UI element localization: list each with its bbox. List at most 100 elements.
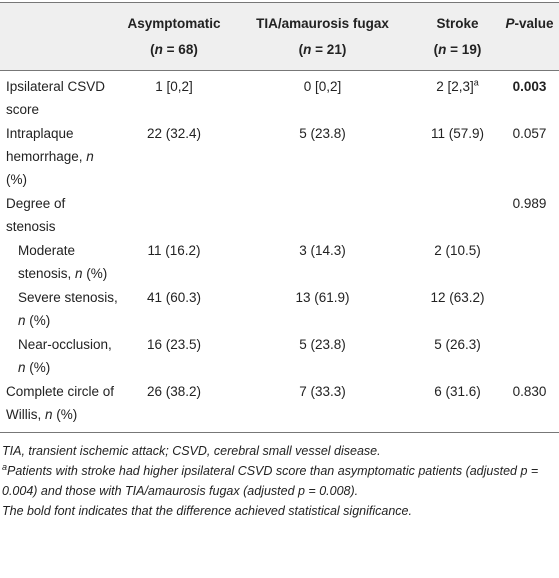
table-cell: 0.830	[500, 380, 559, 433]
text-run: Moderate stenosis,	[18, 243, 76, 281]
text-run: 13 (61.9)	[295, 290, 350, 305]
text-run: Degree of stenosis	[6, 196, 66, 234]
table-cell: 11 (57.9)	[415, 122, 500, 192]
row-label: Severe stenosis, n (%)	[0, 286, 118, 333]
text-run: (%)	[52, 407, 78, 422]
italic-run: n	[86, 149, 94, 164]
text-run: Patients with stroke had higher ipsilate…	[2, 464, 539, 498]
text-run: (	[298, 42, 304, 57]
text-run: = 19)	[446, 42, 482, 57]
text-run: (%)	[82, 266, 108, 281]
italic-run: P	[505, 16, 515, 31]
text-run: TIA, transient ischemic attack; CSVD, ce…	[2, 444, 381, 458]
text-run: -value	[514, 16, 554, 31]
text-run: 11 (16.2)	[147, 243, 201, 258]
table-row: Moderate stenosis, n (%) 11 (16.2) 3 (14.3…	[0, 239, 559, 286]
table-body: Ipsilateral CSVD score 1 [0,2] 0 [0,2] 2 [2…	[0, 71, 559, 433]
text-run: 22 (32.4)	[146, 126, 202, 141]
table-cell: 16 (23.5)	[118, 333, 230, 380]
text-run: (	[433, 42, 439, 57]
row-label: Ipsilateral CSVD score	[0, 71, 118, 123]
text-run: 26 (38.2)	[146, 384, 202, 399]
table-cell: 0.989	[500, 192, 559, 239]
text-run: 5 (23.8)	[299, 337, 346, 352]
text-run: = 21)	[311, 42, 347, 57]
table-cell: 22 (32.4)	[118, 122, 230, 192]
table-cell: 1 [0,2]	[118, 71, 230, 123]
header-title: Asymptomatic	[127, 16, 221, 31]
row-label: Near-occlusion, n (%)	[0, 333, 118, 380]
italic-run: n	[438, 42, 447, 57]
footnotes: TIA, transient ischemic attack; CSVD, ce…	[0, 433, 559, 521]
header-cell: TIA/amaurosis fugax (n = 21)	[230, 3, 415, 71]
table-row: Intraplaque hemorrhage, n (%) 22 (32.4) 5 …	[0, 122, 559, 192]
footnote: TIA, transient ischemic attack; CSVD, ce…	[2, 441, 555, 461]
table-header: Asymptomatic (n = 68) TIA/amaurosis fugax(…	[0, 2, 559, 71]
header-cell	[0, 3, 118, 71]
table-row: Ipsilateral CSVD score 1 [0,2] 0 [0,2] 2 [2…	[0, 71, 559, 123]
text-run: 12 (63.2)	[430, 290, 485, 305]
table-cell: 5 (23.8)	[230, 333, 415, 380]
sup-run: a	[473, 77, 479, 88]
header-cell: P-value	[500, 3, 559, 71]
text-run: 3 (14.3)	[299, 243, 346, 258]
text-run: (%)	[25, 360, 51, 375]
text-run: 0.057	[512, 126, 547, 141]
table-cell: 3 (14.3)	[230, 239, 415, 286]
text-run: The bold font indicates that the differe…	[2, 504, 412, 518]
table-cell	[500, 239, 559, 286]
italic-run: n	[75, 266, 83, 281]
text-run: Ipsilateral CSVD score	[6, 79, 106, 117]
table-cell: 2 (10.5)	[415, 239, 500, 286]
sup-run: a	[2, 461, 8, 472]
table-cell: 2 [2,3]a	[415, 71, 500, 123]
italic-run: n	[18, 313, 26, 328]
text-run: Near-occlusion,	[18, 337, 112, 352]
text-run: 0.989	[512, 196, 547, 211]
row-label: Degree of stenosis	[0, 192, 118, 239]
text-run: (	[150, 42, 155, 57]
text-run: Severe stenosis,	[18, 290, 118, 305]
row-label: Moderate stenosis, n (%)	[0, 239, 118, 286]
table-cell: 0 [0,2]	[230, 71, 415, 123]
row-label: Complete circle of Willis, n (%)	[0, 380, 118, 433]
table-cell: 13 (61.9)	[230, 286, 415, 333]
italic-run: n	[303, 42, 312, 57]
text-run: 5 (26.3)	[434, 337, 481, 352]
row-label: Intraplaque hemorrhage, n (%)	[0, 122, 118, 192]
text-run: = 68)	[162, 42, 198, 57]
table-cell: 6 (31.6)	[415, 380, 500, 433]
table-row: Degree of stenosis 0.989	[0, 192, 559, 239]
table-cell: 41 (60.3)	[118, 286, 230, 333]
header-title: Stroke	[436, 16, 479, 31]
table-cell	[415, 192, 500, 239]
header-cell: Asymptomatic (n = 68)	[118, 3, 230, 71]
header-row: Asymptomatic (n = 68) TIA/amaurosis fugax(…	[0, 2, 559, 71]
header-n: (n = 68)	[118, 37, 230, 63]
table-cell: 7 (33.3)	[230, 380, 415, 433]
header-cell: Stroke (n = 19)	[415, 3, 500, 71]
table-row: Severe stenosis, n (%) 41 (60.3) 13 (61.9)…	[0, 286, 559, 333]
data-table: Asymptomatic (n = 68) TIA/amaurosis fugax(…	[0, 2, 559, 433]
table-cell: 26 (38.2)	[118, 380, 230, 433]
text-run: 41 (60.3)	[146, 290, 202, 305]
text-run: 5 (23.8)	[299, 126, 346, 141]
text-run: (%)	[6, 172, 27, 187]
footnote: aPatients with stroke had higher ipsilat…	[2, 461, 555, 501]
table-cell	[118, 192, 230, 239]
header-n: (n = 19)	[415, 37, 500, 63]
table-cell: 5 (26.3)	[415, 333, 500, 380]
table-cell: 12 (63.2)	[415, 286, 500, 333]
table-row: Near-occlusion, n (%) 16 (23.5) 5 (23.8) 5 …	[0, 333, 559, 380]
table-cell	[230, 192, 415, 239]
text-run: (%)	[25, 313, 51, 328]
header-title: TIA/amaurosis fugax	[256, 16, 389, 31]
table-cell: 0.003	[500, 71, 559, 123]
table-row: Complete circle of Willis, n (%) 26 (38.2…	[0, 380, 559, 433]
table-cell	[500, 286, 559, 333]
text-run: Intraplaque hemorrhage,	[6, 126, 87, 164]
text-run: 11 (57.9)	[430, 126, 485, 141]
footnote: The bold font indicates that the differe…	[2, 501, 555, 521]
table-cell: 5 (23.8)	[230, 122, 415, 192]
